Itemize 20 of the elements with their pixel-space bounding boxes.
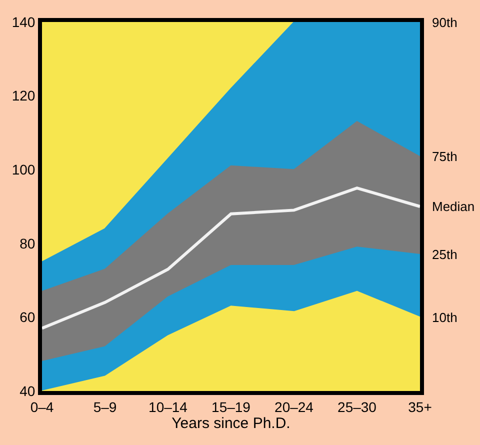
y-tick-label: 80: [20, 235, 36, 252]
y-tick-label: 60: [20, 309, 36, 326]
y-tick-label: 140: [12, 14, 36, 30]
series-label: 10th: [432, 310, 458, 325]
series-label: Median: [432, 199, 475, 214]
y-tick-label: 120: [12, 88, 36, 104]
x-tick-label: 10–14: [148, 398, 188, 415]
x-tick-label: 15–19: [212, 398, 251, 415]
x-tick-label: 25–30: [338, 398, 377, 415]
x-tick-label: 5–9: [93, 398, 117, 415]
series-label: 75th: [432, 149, 458, 164]
x-tick-label: 0–4: [30, 398, 54, 415]
x-tick-label: 35+: [408, 398, 432, 415]
line-series: [42, 186, 420, 330]
x-axis-title: Years since Ph.D.: [172, 414, 290, 432]
y-tick-label: 40: [20, 382, 36, 399]
y-tick-label: 100: [12, 162, 36, 178]
series-label: 25th: [432, 247, 458, 262]
x-tick-label: 20–24: [274, 398, 314, 415]
series-label: 90th: [432, 15, 458, 30]
